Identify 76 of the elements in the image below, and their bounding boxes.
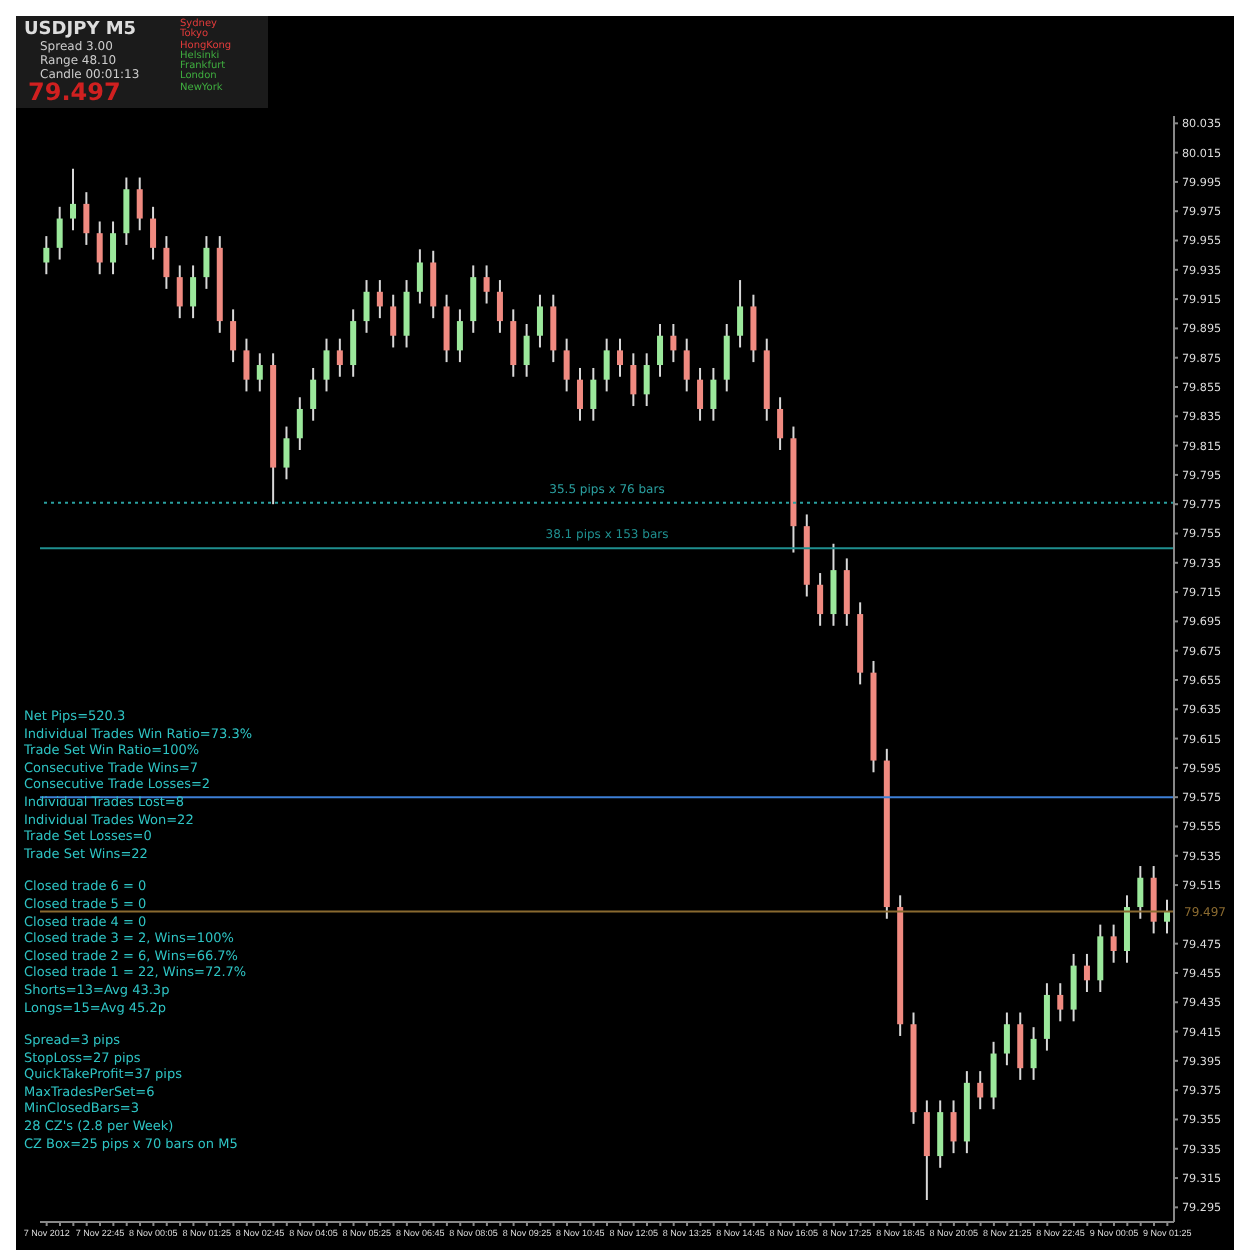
- candlestick: [496, 279, 503, 334]
- candlestick: [603, 337, 610, 393]
- candlestick: [950, 1099, 957, 1155]
- candlestick: [923, 1099, 930, 1202]
- candlestick: [256, 352, 263, 393]
- candlestick: [617, 337, 624, 378]
- candlestick: [630, 352, 637, 408]
- candlestick: [230, 308, 237, 364]
- candlestick: [363, 279, 370, 334]
- candlestick: [1110, 923, 1117, 964]
- candlestick: [176, 264, 183, 320]
- candlestick: [1163, 898, 1170, 935]
- candlestick: [937, 1099, 944, 1169]
- candlestick: [403, 279, 410, 349]
- candlestick: [203, 235, 210, 290]
- candlestick: [510, 308, 517, 378]
- candlestick: [657, 323, 664, 378]
- candlestick: [70, 167, 77, 232]
- candlestick: [1123, 894, 1130, 964]
- candlestick: [1070, 952, 1077, 1023]
- candlestick: [1083, 952, 1090, 994]
- candlestick: [977, 1070, 984, 1111]
- candlestick: [683, 337, 690, 393]
- candlestick: [310, 366, 317, 422]
- candlestick: [110, 220, 117, 276]
- candlestick: [710, 366, 717, 422]
- candlestick: [296, 396, 303, 451]
- candlestick: [550, 293, 557, 364]
- candlestick: [323, 337, 330, 393]
- candlestick: [523, 323, 530, 378]
- candlestick: [723, 323, 730, 393]
- candlestick: [416, 248, 423, 305]
- candlestick: [830, 542, 837, 627]
- candlestick: [643, 352, 650, 408]
- candlestick: [56, 205, 63, 261]
- candlestick: [777, 396, 784, 451]
- candlestick: [150, 205, 157, 261]
- text: 79.497: [28, 78, 121, 106]
- candlestick: [336, 337, 343, 378]
- candlestick: [390, 293, 397, 349]
- candlestick: [843, 557, 850, 627]
- chart-title: USDJPY M5: [24, 20, 137, 40]
- candlestick: [576, 366, 583, 422]
- candlestick: [737, 279, 744, 349]
- candlestick: [430, 249, 437, 320]
- candlestick: [456, 308, 463, 364]
- candlestick: [1030, 1026, 1037, 1081]
- candlestick: [470, 264, 477, 334]
- candlestick: [190, 264, 197, 320]
- candlestick: [96, 220, 103, 276]
- candlestick: [123, 176, 130, 246]
- candlestick: [1137, 865, 1144, 920]
- candlestick: [536, 293, 543, 349]
- candlestick: [243, 337, 250, 393]
- candlestick: [697, 366, 704, 422]
- candlestick: [443, 293, 450, 364]
- candlestick: [283, 425, 290, 481]
- candlestick: [817, 572, 824, 627]
- candlestick: [1003, 1011, 1010, 1067]
- candlestick: [83, 191, 90, 246]
- candlestick: [483, 264, 490, 305]
- candlestick: [990, 1040, 997, 1111]
- candlestick: [350, 308, 357, 378]
- candlestick: [563, 337, 570, 393]
- candlestick: [750, 293, 757, 364]
- candlestick: [163, 235, 170, 290]
- candlestick: [670, 323, 677, 364]
- candlestick: [376, 279, 383, 320]
- candlestick: [1017, 1011, 1024, 1081]
- candlestick: [1150, 865, 1157, 935]
- candlestick: [43, 235, 50, 276]
- candlestick: [1057, 982, 1064, 1023]
- candlestick: [590, 366, 597, 422]
- candlestick: [1097, 923, 1104, 994]
- candlestick: [1043, 982, 1050, 1052]
- candlestick: [136, 176, 143, 232]
